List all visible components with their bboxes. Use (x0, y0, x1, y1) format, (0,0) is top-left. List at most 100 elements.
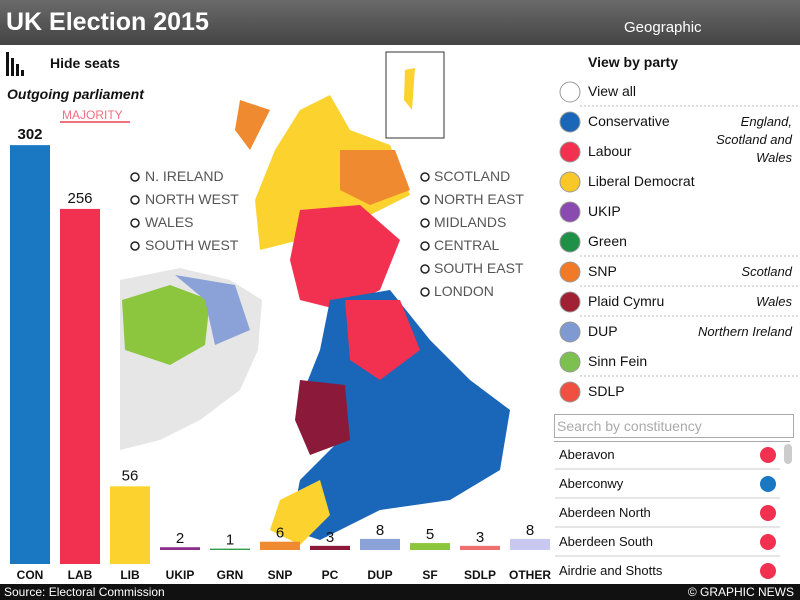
constituency-dot (760, 476, 776, 492)
category-label: GRN (217, 568, 244, 582)
bar (460, 545, 500, 550)
region-link[interactable]: SOUTH WEST (145, 237, 239, 253)
value-label: 3 (476, 529, 484, 546)
region-link[interactable]: CENTRAL (434, 237, 500, 253)
title: UK Election 2015 (6, 8, 209, 36)
search-icon (420, 287, 430, 297)
category-label: UKIP (166, 568, 195, 582)
party-label[interactable]: Labour (588, 143, 632, 159)
party-label[interactable]: SNP (588, 263, 617, 279)
central-scotland (290, 205, 400, 310)
bar (260, 541, 300, 550)
islands (235, 100, 270, 150)
party-label[interactable]: Sinn Fein (588, 353, 648, 369)
party-label[interactable]: UKIP (588, 203, 621, 219)
party-note: Wales (756, 294, 792, 309)
constituency-name[interactable]: Aberdeen North (559, 505, 651, 520)
n-ireland-dup (175, 275, 250, 345)
constituency-dot (760, 447, 776, 463)
majority-label: MAJORITY (62, 108, 123, 122)
bar (160, 547, 200, 550)
north-england (345, 300, 420, 380)
search-icon (130, 218, 140, 228)
party-note: Northern Ireland (698, 324, 792, 339)
party-label[interactable]: Conservative (588, 113, 670, 129)
wales (295, 380, 350, 455)
party-button[interactable] (559, 321, 581, 343)
hide-seats[interactable]: Hide seats (50, 55, 121, 71)
england (290, 290, 510, 540)
bar (510, 538, 550, 550)
chart-title: Outgoing parliament (7, 86, 144, 102)
search-icon (130, 172, 140, 182)
search-icon (420, 241, 430, 251)
value-label: 256 (67, 190, 92, 207)
region-link[interactable]: N. IRELAND (145, 168, 224, 184)
bar (10, 145, 50, 564)
value-label: 302 (17, 126, 42, 143)
category-label: SF (422, 568, 437, 582)
region-link[interactable]: NORTH EAST (434, 191, 524, 207)
n-ireland-sf (122, 285, 210, 365)
category-label: SDLP (464, 568, 496, 582)
party-button[interactable] (559, 381, 581, 403)
constituency-name[interactable]: Aberconwy (559, 476, 624, 491)
party-label[interactable]: View all (588, 83, 636, 99)
bar (210, 548, 250, 550)
search-icon (420, 195, 430, 205)
constituency-name[interactable]: Aberdeen South (559, 534, 653, 549)
search-icon (420, 172, 430, 182)
region-link[interactable]: NORTH WEST (145, 191, 239, 207)
category-label: LAB (68, 568, 93, 582)
constituency-name[interactable]: Aberavon (559, 447, 615, 462)
party-note: England, Scotland and Wales (716, 114, 792, 165)
seats-icon (21, 70, 24, 76)
party-button[interactable] (559, 201, 581, 223)
party-button[interactable] (559, 291, 581, 313)
party-button[interactable] (559, 171, 581, 193)
constituency-name[interactable]: Airdrie and Shotts (559, 563, 663, 578)
party-button[interactable] (559, 111, 581, 133)
scrollbar[interactable] (784, 444, 792, 464)
region-link[interactable]: LONDON (434, 283, 494, 299)
value-label: 2 (176, 530, 184, 547)
party-label[interactable]: Plaid Cymru (588, 293, 665, 309)
seats-icon (6, 52, 9, 76)
seats-icon (16, 64, 19, 76)
category-label: CON (17, 568, 44, 582)
party-button[interactable] (559, 231, 581, 253)
cornwall (270, 480, 330, 545)
party-label[interactable]: Liberal Democrat (588, 173, 695, 189)
source: Source: Electoral Commission (4, 585, 165, 599)
category-label: PC (322, 568, 339, 582)
search-icon (130, 241, 140, 251)
party-button[interactable] (559, 81, 581, 103)
bar (60, 208, 100, 565)
seats-icon (11, 58, 14, 76)
shetland (404, 68, 415, 110)
value-label: 8 (376, 522, 384, 539)
region-link[interactable]: MIDLANDS (434, 214, 507, 230)
region-link[interactable]: SCOTLAND (434, 168, 511, 184)
value-label: 5 (426, 526, 434, 543)
region-link[interactable]: SOUTH EAST (434, 260, 524, 276)
northeast-scotland (340, 150, 410, 205)
search-box[interactable]: Search by constituency (554, 414, 794, 438)
view-label[interactable]: Geographic (624, 19, 702, 36)
party-button[interactable] (559, 141, 581, 163)
value-label: 8 (526, 522, 534, 539)
bar (360, 538, 400, 550)
party-note: Scotland (741, 264, 792, 279)
party-button[interactable] (559, 351, 581, 373)
party-label[interactable]: SDLP (588, 383, 625, 399)
category-label: SNP (268, 568, 293, 582)
category-label: LIB (120, 568, 140, 582)
party-button[interactable] (559, 261, 581, 283)
party-label[interactable]: DUP (588, 323, 618, 339)
view-by-party: View by party (588, 54, 679, 70)
bar (110, 486, 150, 564)
region-link[interactable]: WALES (145, 214, 194, 230)
party-label[interactable]: Green (588, 233, 627, 249)
shetland-inset (385, 51, 445, 139)
